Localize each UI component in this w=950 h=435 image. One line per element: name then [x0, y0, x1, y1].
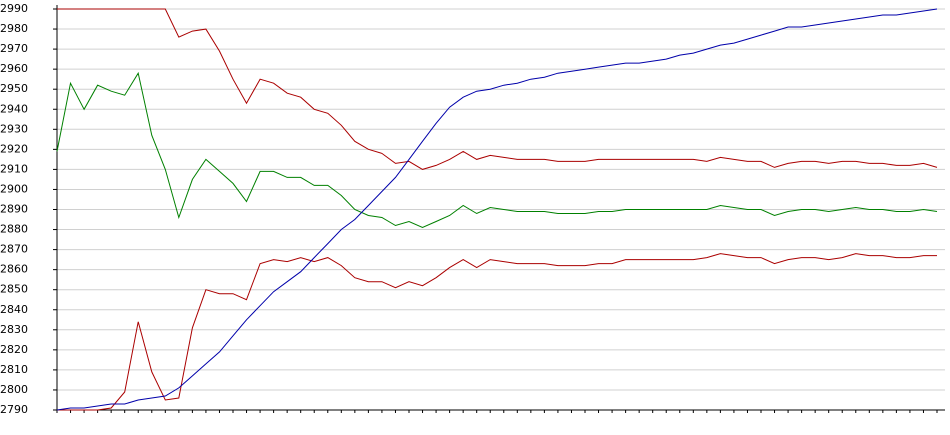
y-tick-label: 2880 — [0, 223, 28, 236]
y-tick-label: 2920 — [0, 142, 28, 155]
y-tick-label: 2800 — [0, 383, 28, 396]
y-tick-label: 2910 — [0, 162, 28, 175]
y-tick-label: 2950 — [0, 82, 28, 95]
series-line — [56, 71, 938, 229]
y-tick-label: 2820 — [0, 343, 28, 356]
y-tick-label: 2860 — [0, 263, 28, 276]
y-tick-label: 2790 — [0, 403, 28, 416]
grid — [57, 8, 945, 411]
y-tick-label: 2870 — [0, 243, 28, 256]
y-tick-label: 2940 — [0, 102, 28, 115]
series-line — [57, 8, 938, 170]
y-tick-label: 2840 — [0, 303, 28, 316]
y-tick-label: 2810 — [0, 363, 28, 376]
y-tick-label: 2970 — [0, 42, 28, 55]
y-tick-label: 2980 — [0, 22, 28, 35]
y-tick-label: 2900 — [0, 182, 28, 195]
y-tick-label: 2890 — [0, 203, 28, 216]
y-tick-label: 2960 — [0, 62, 28, 75]
y-tick-label: 2930 — [0, 122, 28, 135]
series-line — [56, 8, 938, 411]
y-tick-label: 2850 — [0, 283, 28, 296]
y-tick-label: 2830 — [0, 323, 28, 336]
series-line — [57, 253, 937, 411]
y-tick-label: 2990 — [0, 2, 28, 15]
